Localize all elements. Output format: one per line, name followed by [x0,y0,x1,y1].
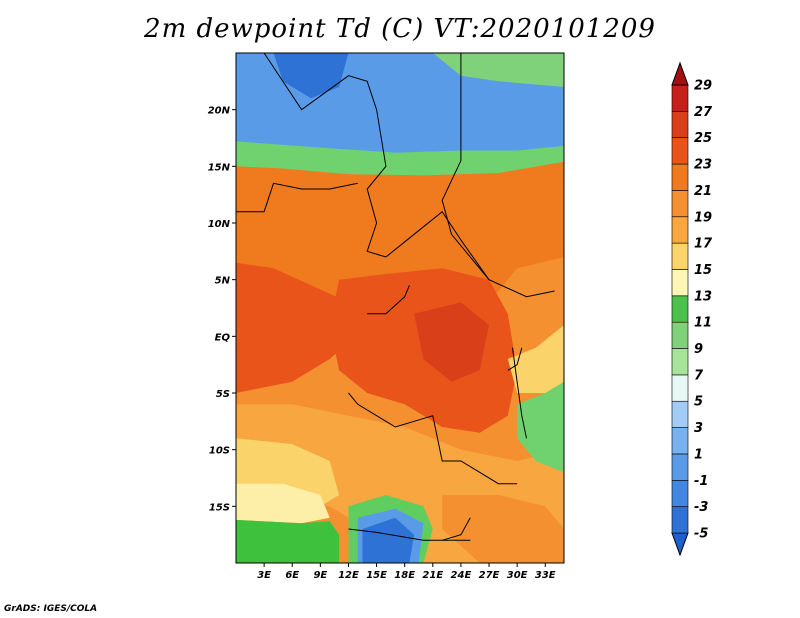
region-atlantic-south-pale [236,483,330,524]
colorbar-segment [671,453,689,481]
lat-tick-label: EQ [215,332,231,343]
region-congo-core-dark [414,302,489,382]
lat-tick-label: 5S [216,389,230,400]
lon-tick-label: 30E [507,570,528,581]
lon-tick-label: 24E [451,570,472,581]
map-frame [235,52,565,564]
region-guinea-coast-red [236,262,368,393]
lon-tick-label: 3E [257,570,271,581]
colorbar-segment [671,242,689,270]
colorbar-label: 9 [694,342,703,357]
region-east-africa-light [507,325,564,393]
colorbar-label: 19 [694,210,712,225]
colorbar-segment [671,295,689,323]
colorbar-label: 5 [694,395,703,410]
grads-credit: GrADS: IGES/COLA [4,604,98,614]
colorbar-segment [671,111,689,138]
colorbar-label: 11 [694,316,712,331]
colorbar-low-triangle [671,532,689,557]
lon-tick-label: 21E [422,570,443,581]
region-namibia-deep-blue [362,517,415,563]
colorbar-label: 25 [694,131,712,146]
lat-tick-label: 20N [208,106,231,117]
lat-tick-label: 15S [209,502,230,513]
border-line [385,210,490,280]
colorbar-label: 27 [694,105,713,120]
colorbar-segment [671,348,689,376]
border-line [442,517,471,541]
colorbar-label: 3 [694,421,703,436]
colorbar-segment [671,269,689,297]
dewpoint-field [236,53,564,563]
border-line [507,347,523,371]
colorbar-segment [671,163,689,191]
colorbar-high-triangle [671,61,689,86]
colorbar-segment [671,84,689,112]
colorbar-segment [671,321,689,349]
region-east-africa-lakes-green [517,381,564,473]
border-line [348,392,518,485]
lon-tick-label: 6E [285,570,299,581]
colorbar-label: 7 [694,368,704,383]
border-line [236,182,358,213]
longitude-axis: 3E 6E 9E 12E 15E 18E 21E 24E 27E 30E 33E [257,563,556,581]
colorbar-label: 23 [694,158,712,173]
region-zambia-orange [442,495,564,563]
colorbar-label: 1 [694,447,703,462]
lat-tick-label: 10S [209,446,230,457]
lon-tick-label: 27E [479,570,500,581]
lon-tick-label: 33E [535,570,556,581]
colorbar-segment [671,374,689,402]
colorbar-segment [671,190,689,218]
colorbar-segment [671,506,689,534]
region-green-northeast [432,53,564,87]
colorbar-label: 15 [694,263,712,278]
region-sahara-deep-blue [273,53,349,99]
country-borders [236,53,555,541]
border-line [512,347,527,439]
lat-tick-label: 5N [215,276,231,287]
colorbar-label: -5 [694,527,708,542]
colorbar-segment [671,479,689,507]
lat-tick-label: 10N [208,219,231,230]
colorbar-label: 17 [694,237,713,252]
region-sahel-green [236,141,564,176]
border-line [367,285,410,315]
lon-tick-label: 9E [313,570,327,581]
colorbar-label: 21 [694,184,712,199]
colorbar-label: -3 [694,500,708,515]
colorbar-label: -1 [694,474,708,489]
border-line [441,53,555,298]
lon-tick-label: 18E [394,570,415,581]
chart-title: 2m dewpoint Td (C) VT:2020101209 [144,14,656,44]
lon-tick-label: 15E [366,570,387,581]
lat-tick-label: 15N [208,162,231,173]
colorbar-segment [671,216,689,244]
lon-tick-label: 12E [338,570,359,581]
colorbar-segment [671,137,689,165]
colorbar-label: 29 [694,79,712,94]
colorbar-segment [671,427,689,455]
border-line [348,528,471,541]
border-line [263,53,387,258]
colorbar-label: 13 [694,289,712,304]
latitude-axis: 20N 15N 10N 5N EQ 5S 10S 15S [208,106,236,513]
region-atlantic-south-green [236,519,340,563]
colorbar-segment [671,400,689,428]
